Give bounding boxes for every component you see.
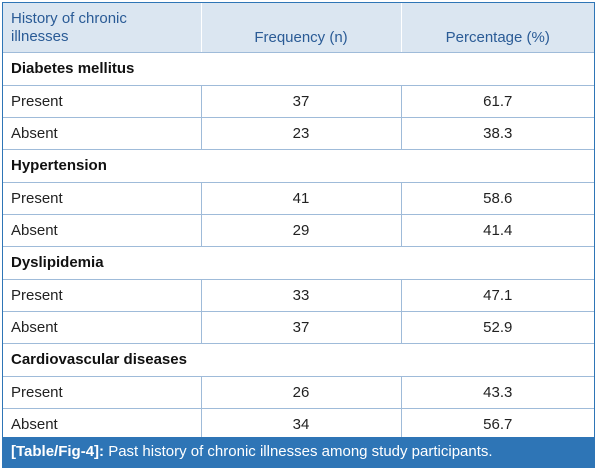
row-label: Absent (3, 213, 202, 246)
row-frequency: 41 (201, 181, 402, 214)
table-row: Absent 23 38.3 (3, 116, 594, 149)
row-label: Present (3, 181, 202, 214)
table-row: Absent 37 52.9 (3, 310, 594, 343)
row-frequency: 23 (201, 116, 402, 149)
header-percentage: Percentage (%) (401, 3, 594, 53)
row-frequency: 37 (201, 84, 402, 117)
row-percentage: 41.4 (401, 213, 594, 246)
header-history-line1: History of chronic (11, 9, 127, 27)
caption-text: Past history of chronic illnesses among … (104, 443, 493, 460)
row-frequency: 26 (201, 375, 402, 408)
row-frequency: 37 (201, 310, 402, 343)
row-label: Absent (3, 407, 202, 440)
row-label: Absent (3, 310, 202, 343)
row-frequency: 34 (201, 407, 402, 440)
section-title: Dyslipidemia (3, 245, 594, 279)
row-percentage: 47.1 (401, 278, 594, 311)
section-row: Hypertension (3, 148, 594, 182)
table-row: Present 33 47.1 (3, 278, 594, 311)
chronic-illness-table: History of chronic illnesses Frequency (n… (3, 3, 594, 440)
section-row: Cardiovascular diseases (3, 342, 594, 376)
section-row: Diabetes mellitus (3, 52, 594, 85)
table-row: Absent 29 41.4 (3, 213, 594, 246)
row-frequency: 33 (201, 278, 402, 311)
header-history-line2: illnesses (11, 27, 69, 45)
row-percentage: 43.3 (401, 375, 594, 408)
section-title: Hypertension (3, 148, 594, 182)
section-title: Diabetes mellitus (11, 60, 135, 77)
table-row: Present 37 61.7 (3, 84, 594, 117)
row-frequency: 29 (201, 213, 402, 246)
section-row: Dyslipidemia (3, 245, 594, 279)
row-label: Present (3, 278, 202, 311)
table-row: Present 41 58.6 (3, 181, 594, 214)
table-row: Absent 34 56.7 (3, 407, 594, 440)
header-frequency: Frequency (n) (201, 3, 402, 53)
row-percentage: 38.3 (401, 116, 594, 149)
row-percentage: 58.6 (401, 181, 594, 214)
row-percentage: 61.7 (401, 84, 594, 117)
row-label: Present (3, 375, 202, 408)
header-row: History of chronic illnesses Frequency (n… (3, 3, 594, 53)
section-title: Cardiovascular diseases (3, 342, 594, 376)
header-history: History of chronic illnesses (3, 3, 202, 53)
figure-caption: [Table/Fig-4]: Past history of chronic i… (3, 437, 594, 467)
row-label: Absent (3, 116, 202, 149)
row-label: Present (3, 84, 202, 117)
row-percentage: 52.9 (401, 310, 594, 343)
row-percentage: 56.7 (401, 407, 594, 440)
table-row: Present 26 43.3 (3, 375, 594, 408)
caption-label: [Table/Fig-4]: (11, 443, 105, 460)
